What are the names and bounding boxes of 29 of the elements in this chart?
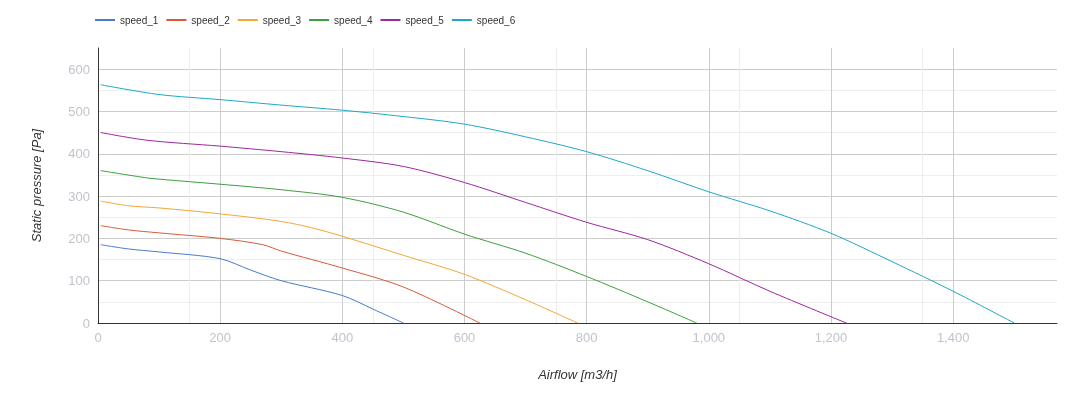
x-axis-title: Airflow [m3/h] bbox=[537, 367, 618, 382]
y-tick-label: 600 bbox=[68, 61, 90, 77]
y-axis-title: Static pressure [Pa] bbox=[29, 128, 44, 243]
line-series bbox=[100, 132, 847, 324]
line-series bbox=[100, 170, 698, 324]
legend-label: speed_4 bbox=[334, 14, 373, 26]
line-series bbox=[100, 84, 1015, 324]
x-tick-label: 1,400 bbox=[936, 330, 970, 345]
x-tick-label: 200 bbox=[209, 330, 232, 345]
legend-label: speed_2 bbox=[191, 14, 231, 26]
line-series bbox=[100, 244, 404, 324]
x-tick-label: 600 bbox=[453, 330, 476, 345]
line-series bbox=[100, 225, 481, 324]
y-tick-label: 400 bbox=[68, 146, 90, 162]
y-tick-label: 200 bbox=[68, 230, 90, 246]
x-tick-label: 0 bbox=[94, 330, 102, 345]
legend-label: speed_3 bbox=[262, 14, 302, 26]
x-tick-label: 400 bbox=[331, 330, 354, 345]
x-tick-label: 1,000 bbox=[692, 330, 726, 345]
legend-label: speed_1 bbox=[120, 14, 159, 26]
line-series bbox=[100, 200, 578, 324]
y-tick-label: 0 bbox=[82, 315, 90, 331]
legend-label: speed_6 bbox=[476, 14, 516, 26]
x-tick-label: 1,200 bbox=[814, 330, 848, 345]
y-tick-label: 300 bbox=[68, 188, 90, 204]
x-tick-label: 800 bbox=[575, 330, 598, 345]
legend-label: speed_5 bbox=[405, 14, 445, 26]
y-tick-label: 100 bbox=[68, 273, 90, 289]
y-tick-label: 500 bbox=[68, 103, 90, 119]
